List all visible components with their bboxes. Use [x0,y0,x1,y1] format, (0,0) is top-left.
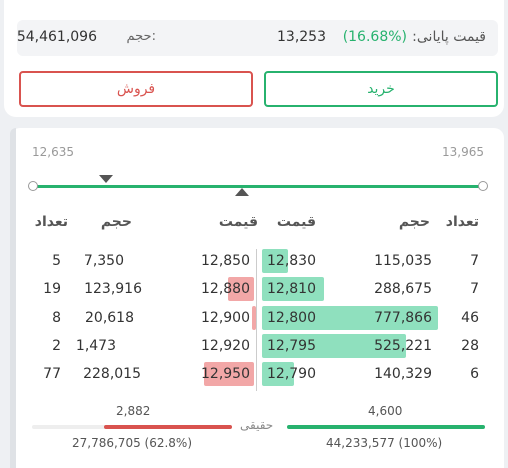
buy-volume: 525,221 [374,338,432,354]
buy-count: 7 [470,281,479,297]
buy-price-bar [262,362,294,386]
buy-count: 7 [470,253,479,269]
scroll-track[interactable] [10,128,16,468]
sell-price: 12,850 [201,253,250,269]
sell-price-bar [204,362,254,386]
order-book-card: 12,635 13,965 تعداد حجم قیمت قیمت حجم تع… [10,128,504,468]
buy-count: 6 [470,366,479,382]
buy-price: 12,810 [267,281,316,297]
buy-volume: 140,329 [374,366,432,382]
marker-up-icon [235,188,249,196]
sell-count-total: 2,882 [116,404,151,418]
sell-volume: 7,350 [83,253,124,269]
final-price-label: قیمت پایانی: [412,29,486,45]
book-center-divider [256,249,257,391]
sell-button[interactable]: فروش [19,71,253,107]
buy-button[interactable]: خرید [264,71,498,107]
buy-count: 46 [461,310,479,326]
buy-volume: 777,866 [374,310,432,326]
sell-price: 12,950 [201,366,250,382]
sell-count: 2 [52,338,61,354]
volume-label: حجم: [126,29,156,44]
price-range-track [34,185,484,188]
sell-volume: 20,618 [85,310,134,326]
buy-price-bar [262,249,288,273]
buy-price-bar [262,277,324,301]
header-sell-volume: حجم [100,214,132,230]
header-buy-price: قیمت [276,214,316,230]
buy-price: 12,795 [267,338,316,354]
sell-volume-total: 27,786,705 (62.8%) [72,436,193,450]
sell-price-bar [228,277,254,301]
buy-volume-total: 44,233,577 (100%) [326,436,443,450]
summary-card: قیمت پایانی: (16.68%) 13,253 حجم: 54,461… [4,0,504,117]
marker-down-icon [99,175,113,183]
sell-count: 19 [43,281,61,297]
sell-price: 12,880 [201,281,250,297]
range-end-handle [478,181,488,191]
final-price-percent: (16.68%) [342,29,407,45]
sell-ratio-bar [104,425,232,429]
buy-volume: 115,035 [374,253,432,269]
sell-price: 12,900 [201,310,250,326]
buy-ratio-bar [287,425,485,429]
buy-count-total: 4,600 [368,404,403,418]
buy-volume: 288,675 [374,281,432,297]
buy-count: 28 [461,338,479,354]
sell-volume: 123,916 [84,281,142,297]
final-price-value: 13,253 [277,29,326,45]
sell-price-bar [252,306,256,330]
sell-volume: 228,015 [83,366,141,382]
sell-volume: 1,473 [75,338,116,354]
range-max-price: 13,965 [442,145,484,159]
sell-price: 12,920 [201,338,250,354]
individual-label: حقیقی [240,418,274,432]
sell-count: 5 [52,253,61,269]
buy-price: 12,830 [267,253,316,269]
price-summary-bar: قیمت پایانی: (16.68%) 13,253 حجم: 54,461… [17,20,498,56]
sell-count: 77 [43,366,61,382]
range-min-price: 12,635 [32,145,74,159]
buy-price-bar [262,306,438,330]
buy-price: 12,800 [267,310,316,326]
range-start-handle [28,181,38,191]
sell-count: 8 [52,310,61,326]
header-buy-count: تعداد [445,214,479,230]
buy-price: 12,790 [267,366,316,382]
header-buy-volume: حجم [398,214,430,230]
volume-value: 54,461,096 [16,29,97,45]
header-sell-price: قیمت [218,214,258,230]
header-sell-count: تعداد [34,214,68,230]
buy-price-bar [262,334,406,358]
